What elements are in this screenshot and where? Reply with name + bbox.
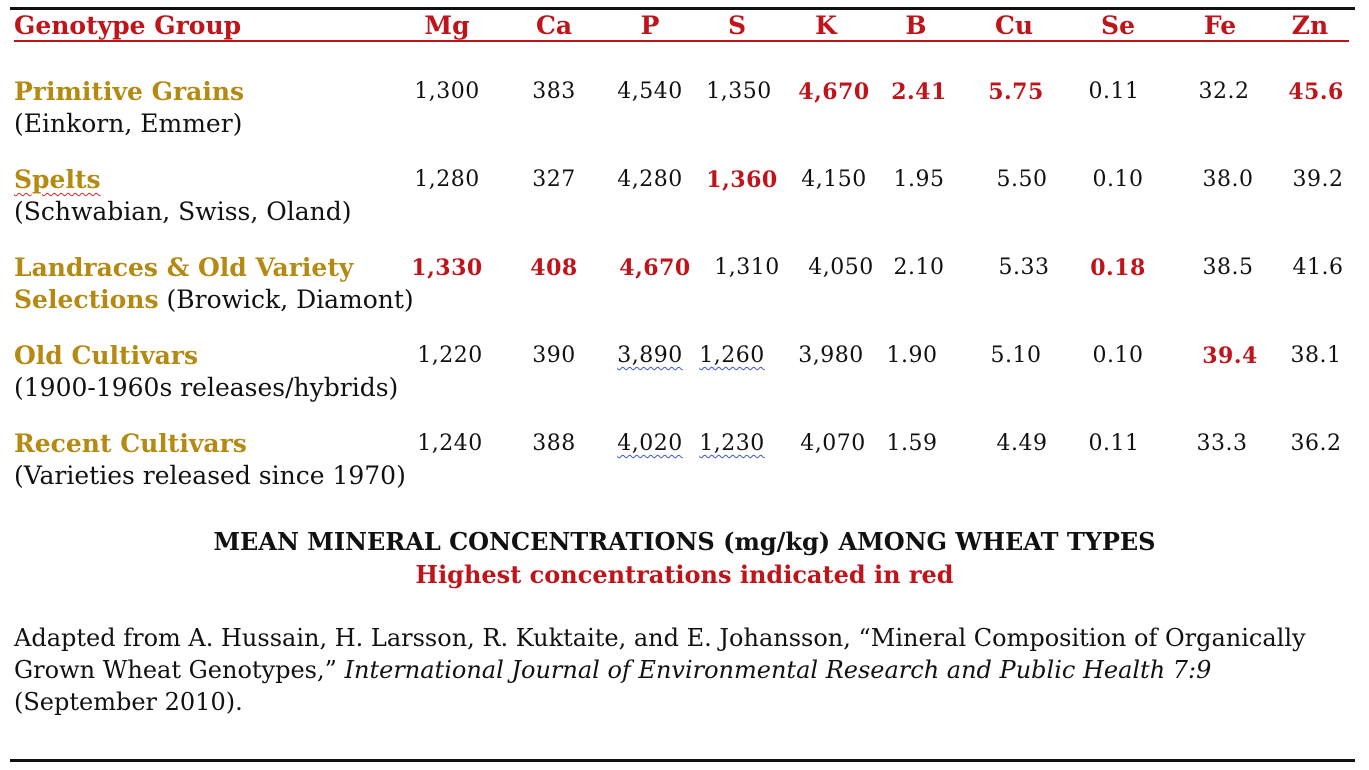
- value-se: 0.10: [1092, 167, 1144, 192]
- value-k: 4,050: [808, 255, 874, 280]
- value-b: 1.59: [886, 431, 938, 456]
- value-k: 3,980: [798, 343, 864, 368]
- group-title: Spelts: [14, 165, 101, 194]
- value-mg: 1,220: [417, 343, 483, 368]
- bottom-rule: [10, 759, 1355, 762]
- table-row-spelts: Spelts (Schwabian, Swiss, Oland) 1,280 3…: [14, 164, 1354, 230]
- citation-journal: International Journal of Environmental R…: [344, 656, 1212, 684]
- group-subtitle: (Browick, Diamont): [166, 285, 414, 314]
- value-b: 1.90: [886, 343, 938, 368]
- column-header-k: K: [815, 11, 837, 40]
- table-caption-note: Highest concentrations indicated in red: [415, 560, 954, 589]
- value-cu: 5.10: [990, 343, 1042, 368]
- value-ca: 408: [530, 255, 578, 281]
- column-header-p: P: [640, 11, 660, 40]
- value-s: 1,260: [699, 343, 765, 368]
- value-mg: 1,330: [411, 255, 483, 281]
- value-k: 4,150: [801, 167, 867, 192]
- group-subtitle: (Varieties released since 1970): [14, 461, 406, 490]
- group-title: Recent Cultivars: [14, 429, 247, 458]
- column-header-mg: Mg: [424, 11, 470, 40]
- table-row-recent-cultivars: Recent Cultivars (Varieties released sin…: [14, 428, 1354, 494]
- value-s: 1,350: [706, 79, 772, 104]
- value-fe: 33.3: [1196, 431, 1248, 456]
- value-p: 4,020: [617, 431, 683, 456]
- table-caption: MEAN MINERAL CONCENTRATIONS (mg/kg) AMON…: [213, 527, 1156, 556]
- value-fe: 39.4: [1202, 343, 1258, 369]
- value-k: 4,070: [800, 431, 866, 456]
- value-zn: 45.6: [1288, 79, 1344, 105]
- group-title: Landraces & Old Variety: [14, 253, 354, 282]
- value-ca: 383: [532, 79, 576, 104]
- value-k: 4,670: [798, 79, 870, 105]
- value-cu: 5.75: [988, 79, 1044, 105]
- value-s: 1,310: [714, 255, 780, 280]
- group-title: Primitive Grains: [14, 77, 245, 106]
- citation-text: Adapted from A. Hussain, H. Larsson, R. …: [14, 624, 1306, 684]
- value-mg: 1,300: [414, 79, 480, 104]
- table-row-landraces: Landraces & Old Variety Selections (Brow…: [14, 252, 1354, 318]
- value-ca: 390: [532, 343, 576, 368]
- value-zn: 36.2: [1290, 431, 1342, 456]
- value-b: 2.10: [893, 255, 945, 280]
- value-s: 1,230: [699, 431, 765, 456]
- value-b: 1.95: [893, 167, 945, 192]
- genotype-group-header: Genotype Group: [14, 11, 242, 40]
- value-mg: 1,280: [414, 167, 480, 192]
- top-rule: [10, 7, 1355, 10]
- source-citation: Adapted from A. Hussain, H. Larsson, R. …: [14, 622, 1349, 718]
- citation-date: (September 2010).: [14, 688, 243, 716]
- value-se: 0.11: [1088, 431, 1140, 456]
- value-ca: 388: [532, 431, 576, 456]
- value-ca: 327: [532, 167, 576, 192]
- value-p: 3,890: [617, 343, 683, 368]
- group-name-cell: Spelts (Schwabian, Swiss, Oland): [14, 164, 352, 228]
- column-header-zn: Zn: [1291, 11, 1329, 40]
- value-p: 4,540: [617, 79, 683, 104]
- value-b: 2.41: [891, 79, 947, 105]
- group-name-cell: Old Cultivars (1900-1960s releases/hybri…: [14, 340, 398, 404]
- group-title-line2: Selections: [14, 285, 159, 314]
- value-zn: 41.6: [1292, 255, 1344, 280]
- table-row-primitive-grains: Primitive Grains (Einkorn, Emmer) 1,300 …: [14, 76, 1354, 142]
- table-row-old-cultivars: Old Cultivars (1900-1960s releases/hybri…: [14, 340, 1354, 406]
- value-fe: 38.0: [1202, 167, 1254, 192]
- value-p: 4,280: [617, 167, 683, 192]
- group-name-cell: Primitive Grains (Einkorn, Emmer): [14, 76, 244, 140]
- column-header-ca: Ca: [535, 11, 573, 40]
- value-fe: 38.5: [1202, 255, 1254, 280]
- group-title: Old Cultivars: [14, 341, 199, 370]
- group-subtitle: (Einkorn, Emmer): [14, 109, 243, 138]
- column-header-se: Se: [1101, 11, 1135, 40]
- value-se: 0.10: [1092, 343, 1144, 368]
- value-cu: 5.50: [996, 167, 1048, 192]
- column-header-cu: Cu: [994, 11, 1034, 40]
- value-p: 4,670: [619, 255, 691, 281]
- value-zn: 38.1: [1290, 343, 1342, 368]
- table-header-row: Genotype Group Mg Ca P S K B Cu Se Fe Zn: [14, 12, 1349, 42]
- group-name-cell: Recent Cultivars (Varieties released sin…: [14, 428, 406, 492]
- value-fe: 32.2: [1198, 79, 1250, 104]
- group-subtitle: (1900-1960s releases/hybrids): [14, 373, 399, 402]
- group-subtitle: (Schwabian, Swiss, Oland): [14, 197, 352, 226]
- column-header-s: S: [727, 11, 747, 40]
- column-header-b: B: [905, 11, 927, 40]
- value-s: 1,360: [706, 167, 778, 193]
- value-cu: 5.33: [998, 255, 1050, 280]
- value-se: 0.11: [1088, 79, 1140, 104]
- column-header-fe: Fe: [1203, 11, 1237, 40]
- group-name-cell: Landraces & Old Variety Selections (Brow…: [14, 252, 414, 316]
- value-se: 0.18: [1090, 255, 1146, 281]
- value-zn: 39.2: [1292, 167, 1344, 192]
- value-mg: 1,240: [417, 431, 483, 456]
- value-cu: 4.49: [996, 431, 1048, 456]
